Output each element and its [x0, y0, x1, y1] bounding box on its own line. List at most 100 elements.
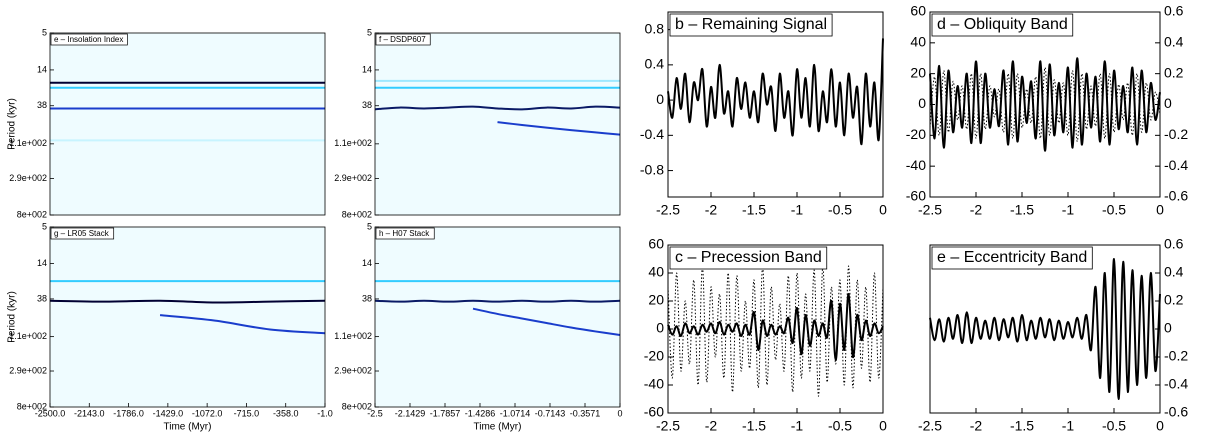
plot-frame: [49, 226, 326, 408]
y-axis-label: Period (kyr): [7, 291, 18, 343]
x-tick-label: -2143.0: [74, 408, 105, 418]
x-tick-label: -1.5: [742, 418, 766, 434]
y2-tick-label: 0.6: [1164, 3, 1184, 19]
y-tick-label: 60: [648, 236, 664, 252]
plot-background: [375, 227, 620, 407]
ridge-line: [374, 299, 621, 303]
x-tick-label: -1.0714: [500, 408, 531, 418]
x-tick-label: -1.0: [317, 408, 333, 418]
plot-background: [375, 33, 620, 215]
ridge-line: [472, 307, 621, 336]
ridge-line: [497, 121, 621, 136]
y-tick-label: 1.1e+002: [9, 138, 47, 148]
x-tick-label: -2500.0: [35, 408, 66, 418]
y-tick-label: 5: [367, 221, 372, 231]
x-tick-label: -358.0: [273, 408, 299, 418]
x-tick-label: -0.3571: [570, 408, 601, 418]
y-tick-label: 2.9e+002: [334, 173, 372, 183]
y2-tick-label: -0.4: [1164, 157, 1188, 173]
y-tick-label: 20: [648, 292, 664, 308]
y-tick-label: 14: [37, 258, 47, 268]
x-tick-label: 0: [617, 408, 622, 418]
y-tick-label: 14: [362, 64, 372, 74]
y-tick-label: -0.8: [640, 161, 664, 177]
x-tick-label: -0.5: [828, 418, 852, 434]
y-tick-label: 14: [37, 64, 47, 74]
y-tick-label: -0.4: [1164, 376, 1188, 392]
y-tick-label: 38: [37, 293, 47, 303]
y-tick-label: 0: [918, 95, 926, 111]
y2-tick-label: 0.2: [1164, 64, 1184, 80]
x-tick-label: -2.5: [367, 408, 383, 418]
y-tick-label: 0.6: [1164, 236, 1184, 252]
title-box: [50, 227, 115, 240]
x-tick-label: -1.5: [1010, 202, 1034, 218]
y-tick-label: 5: [367, 27, 372, 37]
x-tick-label: -1: [1062, 202, 1075, 218]
y2-tick-label: 0: [1164, 95, 1172, 111]
panel-title: b – Remaining Signal: [675, 16, 827, 33]
panel-title: e – Eccentricity Band: [937, 249, 1087, 266]
y-tick-label: 20: [910, 64, 926, 80]
y2-tick-label: -0.2: [1164, 126, 1188, 142]
y-tick-label: -40: [644, 376, 664, 392]
x-tick-label: -715.0: [234, 408, 260, 418]
y2-tick-label: -0.6: [1164, 188, 1188, 204]
y-tick-label: 0: [656, 91, 664, 107]
y-tick-label: 5: [42, 221, 47, 231]
x-tick-label: -0.5: [1102, 202, 1126, 218]
x-tick-label: -2.5: [918, 418, 942, 434]
panel-title: e – Insolation Index: [54, 35, 123, 44]
plot-background: [50, 33, 325, 215]
title-box: [669, 246, 828, 270]
y-tick-label: -60: [906, 188, 926, 204]
panel-title: c – Precession Band: [675, 249, 822, 266]
y-tick-label: -0.2: [1164, 348, 1188, 364]
signal-line: [667, 38, 884, 146]
y-axis-label: Period (kyr): [7, 98, 18, 150]
x-tick-label: -2.5: [656, 418, 680, 434]
title-box: [375, 227, 435, 240]
x-tick-label: 0: [879, 202, 887, 218]
x-tick-label: 0: [1156, 202, 1164, 218]
plot-frame: [374, 32, 621, 216]
signal-line: [929, 257, 1161, 401]
y-tick-label: 0.2: [1164, 292, 1184, 308]
y-tick-label: 0: [656, 320, 664, 336]
plot-frame: [374, 226, 621, 408]
y-tick-label: 0.4: [645, 56, 665, 72]
ridge-line: [159, 314, 326, 335]
title-box: [669, 13, 833, 37]
x-tick-label: 0: [1156, 418, 1164, 434]
x-tick-label: -1072.0: [192, 408, 223, 418]
x-tick-label: -2.5: [656, 202, 680, 218]
plot-frame: [49, 32, 326, 216]
x-tick-label: -0.7143: [535, 408, 566, 418]
panel-title: f – DSDP607: [379, 35, 426, 44]
panel-title: g – LR05 Stack: [54, 229, 110, 238]
y-tick-label: 1.1e+002: [334, 331, 372, 341]
x-tick-label: -2.1429: [395, 408, 426, 418]
x-tick-label: -2.5: [918, 202, 942, 218]
y-tick-label: 5: [42, 27, 47, 37]
panel-title: d – Obliquity Band: [937, 16, 1068, 33]
y-tick-label: 38: [362, 100, 372, 110]
x-axis-label: Time (Myr): [164, 422, 212, 433]
x-tick-label: -0.5: [828, 202, 852, 218]
y-tick-label: 38: [362, 293, 372, 303]
x-tick-label: -2: [705, 202, 718, 218]
y-tick-label: 0.4: [1164, 264, 1184, 280]
y-tick-label: 2.9e+002: [9, 365, 47, 375]
y-tick-label: 8e+002: [342, 401, 372, 411]
y-tick-label: -0.6: [1164, 404, 1188, 420]
y-tick-label: 38: [37, 100, 47, 110]
x-tick-label: -2: [705, 418, 718, 434]
x-tick-label: -2: [970, 202, 983, 218]
y-tick-label: -0.4: [640, 126, 664, 142]
x-tick-label: -1.5: [742, 202, 766, 218]
y-tick-label: 40: [648, 264, 664, 280]
y-tick-label: 14: [362, 258, 372, 268]
y-tick-label: -20: [644, 348, 664, 364]
